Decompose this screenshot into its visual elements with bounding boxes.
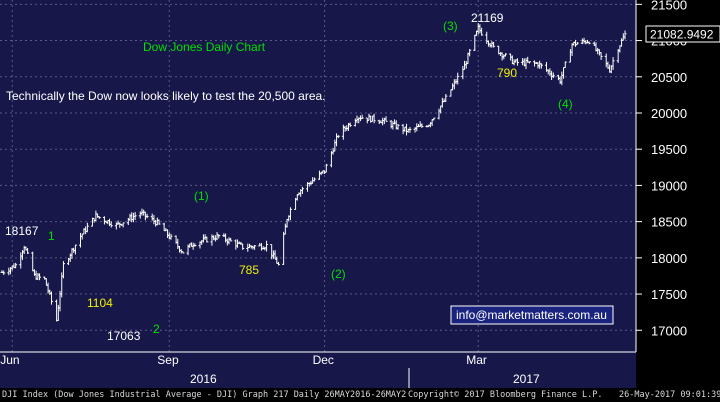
price-bar [492, 41, 496, 48]
price-bar [14, 262, 18, 269]
price-bar [97, 216, 101, 219]
price-bar [575, 42, 579, 46]
price-bar [551, 72, 555, 78]
x-axis-band [0, 352, 636, 388]
y-tick-label: 21500 [651, 0, 687, 12]
price-bar [109, 221, 113, 228]
price-bar [277, 261, 281, 266]
footer-timestamp: 26-May-2017 09:01:39 [619, 390, 720, 400]
price-bar [515, 58, 519, 66]
watermark-box: info@marketmatters.com.au [450, 305, 614, 325]
dow-jones-chart: 17000 17500 18000 18500 19000 19500 20000 20500… [0, 0, 720, 388]
y-tick-label: 20000 [651, 106, 687, 121]
price-bar [229, 237, 233, 242]
chart-title: Dow Jones Daily Chart [143, 40, 266, 54]
x-tick-label: Dec [313, 353, 334, 367]
annotation-label: 1 [48, 229, 55, 243]
annotation-label: 790 [497, 66, 517, 80]
annotation-label: (2) [331, 267, 346, 281]
y-tick-label: 19000 [651, 178, 687, 193]
price-bar [348, 122, 352, 128]
watermark-text: info@marketmatters.com.au [456, 308, 607, 322]
x-tick-label: Jun [0, 353, 19, 367]
annotation-label: 785 [239, 263, 259, 277]
y-tick-label: 20500 [651, 70, 687, 85]
price-bar [468, 49, 472, 57]
price-bar [193, 243, 197, 247]
price-bar [396, 123, 400, 130]
annotation-label: 18167 [5, 224, 39, 238]
chart-subtitle: Technically the Dow now looks likely to … [6, 89, 326, 103]
footer-security: DJI Index (Dow Jones Industrial Average … [2, 390, 407, 400]
price-bar [539, 63, 543, 69]
footer-copyright: Copyright© 2017 Bloomberg Finance L.P. [408, 390, 603, 400]
price-bar [527, 61, 531, 64]
price-bar [205, 236, 209, 243]
annotation-label: (4) [558, 97, 573, 111]
price-bar [288, 207, 292, 221]
price-bar [360, 114, 364, 120]
price-bar [133, 211, 137, 220]
annotation-label: 2 [153, 322, 160, 336]
price-bar [504, 53, 508, 57]
price-bar [587, 41, 591, 45]
x-axis: Jun Sep Dec Mar 2016 2017 [0, 351, 636, 388]
price-bar [2, 270, 6, 275]
axis-background [636, 0, 720, 388]
year-label: 2016 [190, 372, 217, 386]
price-bar [253, 244, 257, 250]
price-bar [26, 248, 30, 254]
price-bar [420, 123, 424, 128]
y-tick-label: 18000 [651, 251, 687, 266]
annotation-label: (1) [194, 189, 209, 203]
y-tick-label: 18500 [651, 215, 687, 230]
price-bar [265, 240, 269, 252]
price-bar [73, 244, 77, 255]
price-bar [456, 72, 460, 85]
last-price-label: 21082.9492 [650, 28, 714, 42]
price-bar [336, 135, 340, 139]
price-bar [145, 213, 149, 219]
annotation-label: 17063 [107, 329, 141, 343]
year-label: 2017 [513, 372, 540, 386]
price-bar [121, 222, 125, 228]
price-bar [408, 127, 412, 133]
price-bar [38, 273, 42, 281]
price-bars [0, 23, 627, 322]
annotation-label: 1104 [87, 296, 113, 310]
price-bar [181, 251, 185, 254]
price-bar [241, 243, 245, 250]
price-bar [157, 219, 161, 225]
price-bar [384, 116, 388, 122]
price-bar [480, 27, 484, 36]
price-bar [169, 233, 173, 240]
footer-bar: DJI Index (Dow Jones Industrial Average … [0, 388, 720, 402]
annotation-label: 21169 [471, 11, 504, 25]
price-bar [444, 94, 448, 103]
price-bar [563, 61, 567, 69]
annotation-label: (3) [443, 19, 458, 33]
wave-annotations: 18167 1 1104 17063 2 (1) 785 (2) (3) 21169 790 (4) [5, 11, 573, 343]
price-bar [599, 52, 603, 60]
price-bar [372, 113, 376, 124]
y-tick-label: 17000 [651, 323, 687, 338]
price-bar [300, 186, 304, 194]
price-bar [623, 30, 627, 40]
price-bar [85, 222, 89, 233]
y-tick-label: 17500 [651, 287, 687, 302]
price-bar [49, 291, 53, 305]
x-tick-label: Sep [157, 353, 179, 367]
price-bar [61, 261, 65, 279]
last-price-tag: 21082.9492 [645, 25, 720, 43]
price-bar [312, 177, 316, 182]
price-bar [611, 57, 615, 70]
grid-lines [0, 0, 636, 352]
price-bar [217, 234, 221, 239]
price-bar [324, 163, 328, 173]
x-tick-label: Mar [466, 353, 487, 367]
y-tick-label: 19500 [651, 142, 687, 157]
price-bar [432, 117, 436, 121]
